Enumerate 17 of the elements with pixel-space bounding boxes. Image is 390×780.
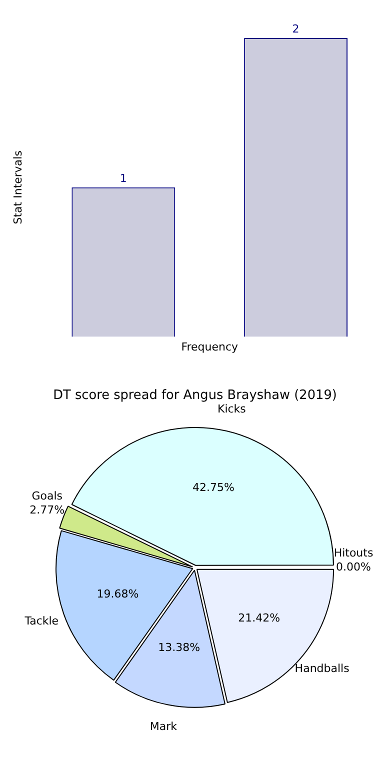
data-label: 19.68% xyxy=(96,588,139,601)
data-label: 2.77% xyxy=(30,504,65,517)
x-axis-title: Frequency xyxy=(181,340,238,354)
data-label: 2 xyxy=(292,22,300,36)
text: 0.00% xyxy=(336,560,371,574)
chart-title: DT score spread for Angus Brayshaw (2019) xyxy=(53,388,337,404)
slice-label: Tackle xyxy=(24,614,59,628)
category-label: Hitouts xyxy=(334,546,374,560)
data-label: 1 xyxy=(120,172,127,185)
slice-label: Goals xyxy=(32,490,63,503)
data-label: 21.42% xyxy=(238,612,280,625)
slice-label: Kicks xyxy=(217,402,246,416)
data-label: 13.38% xyxy=(158,641,200,654)
data-label: 42.75% xyxy=(192,480,234,494)
y-axis-title: Stat Intervals xyxy=(11,150,24,224)
slice-label: Mark xyxy=(150,720,178,734)
slice-label: Handballs xyxy=(294,662,350,675)
